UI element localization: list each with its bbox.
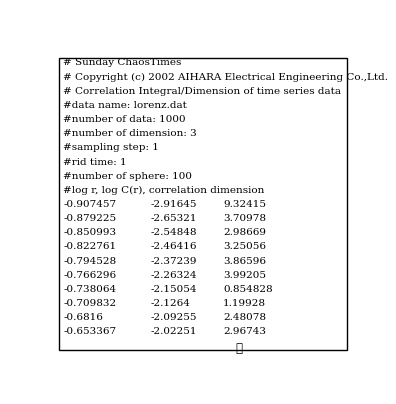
Text: -0.738064: -0.738064 bbox=[63, 285, 116, 294]
Text: -0.850993: -0.850993 bbox=[63, 228, 116, 237]
Text: #log r, log C(r), correlation dimension: #log r, log C(r), correlation dimension bbox=[63, 186, 265, 195]
Text: -0.822761: -0.822761 bbox=[63, 242, 116, 251]
Text: 1.19928: 1.19928 bbox=[223, 299, 266, 308]
Text: # Correlation Integral/Dimension of time series data: # Correlation Integral/Dimension of time… bbox=[63, 87, 341, 96]
Text: -0.766296: -0.766296 bbox=[63, 271, 116, 280]
Text: -0.794528: -0.794528 bbox=[63, 257, 116, 265]
Text: #data name: lorenz.dat: #data name: lorenz.dat bbox=[63, 101, 187, 110]
Text: # Copyright (c) 2002 AIHARA Electrical Engineering Co.,Ltd.: # Copyright (c) 2002 AIHARA Electrical E… bbox=[63, 73, 388, 82]
Text: -2.91645: -2.91645 bbox=[151, 200, 197, 209]
Text: ⋮: ⋮ bbox=[235, 341, 242, 355]
Text: 3.86596: 3.86596 bbox=[223, 257, 266, 265]
Text: -2.54848: -2.54848 bbox=[151, 228, 197, 237]
Text: #number of dimension: 3: #number of dimension: 3 bbox=[63, 129, 197, 138]
FancyBboxPatch shape bbox=[59, 58, 347, 350]
Text: 0.854828: 0.854828 bbox=[223, 285, 272, 294]
Text: #sampling step: 1: #sampling step: 1 bbox=[63, 143, 159, 152]
Text: -2.26324: -2.26324 bbox=[151, 271, 197, 280]
Text: -2.09255: -2.09255 bbox=[151, 313, 197, 322]
Text: -0.709832: -0.709832 bbox=[63, 299, 116, 308]
Text: -2.1264: -2.1264 bbox=[151, 299, 190, 308]
Text: 2.98669: 2.98669 bbox=[223, 228, 266, 237]
Text: 3.25056: 3.25056 bbox=[223, 242, 266, 251]
Text: 3.70978: 3.70978 bbox=[223, 214, 266, 223]
Text: 9.32415: 9.32415 bbox=[223, 200, 266, 209]
Text: -0.907457: -0.907457 bbox=[63, 200, 116, 209]
Text: # Sunday ChaosTimes: # Sunday ChaosTimes bbox=[63, 59, 182, 67]
Text: #number of data: 1000: #number of data: 1000 bbox=[63, 115, 186, 124]
Text: -0.6816: -0.6816 bbox=[63, 313, 103, 322]
Text: #number of sphere: 100: #number of sphere: 100 bbox=[63, 172, 192, 181]
Text: -2.46416: -2.46416 bbox=[151, 242, 197, 251]
Text: -2.37239: -2.37239 bbox=[151, 257, 197, 265]
Text: -2.65321: -2.65321 bbox=[151, 214, 197, 223]
Text: -2.02251: -2.02251 bbox=[151, 327, 197, 337]
Text: 3.99205: 3.99205 bbox=[223, 271, 266, 280]
Text: -2.15054: -2.15054 bbox=[151, 285, 197, 294]
Text: 2.48078: 2.48078 bbox=[223, 313, 266, 322]
Text: 2.96743: 2.96743 bbox=[223, 327, 266, 337]
Text: -0.653367: -0.653367 bbox=[63, 327, 116, 337]
Text: -0.879225: -0.879225 bbox=[63, 214, 116, 223]
Text: #rid time: 1: #rid time: 1 bbox=[63, 158, 127, 166]
